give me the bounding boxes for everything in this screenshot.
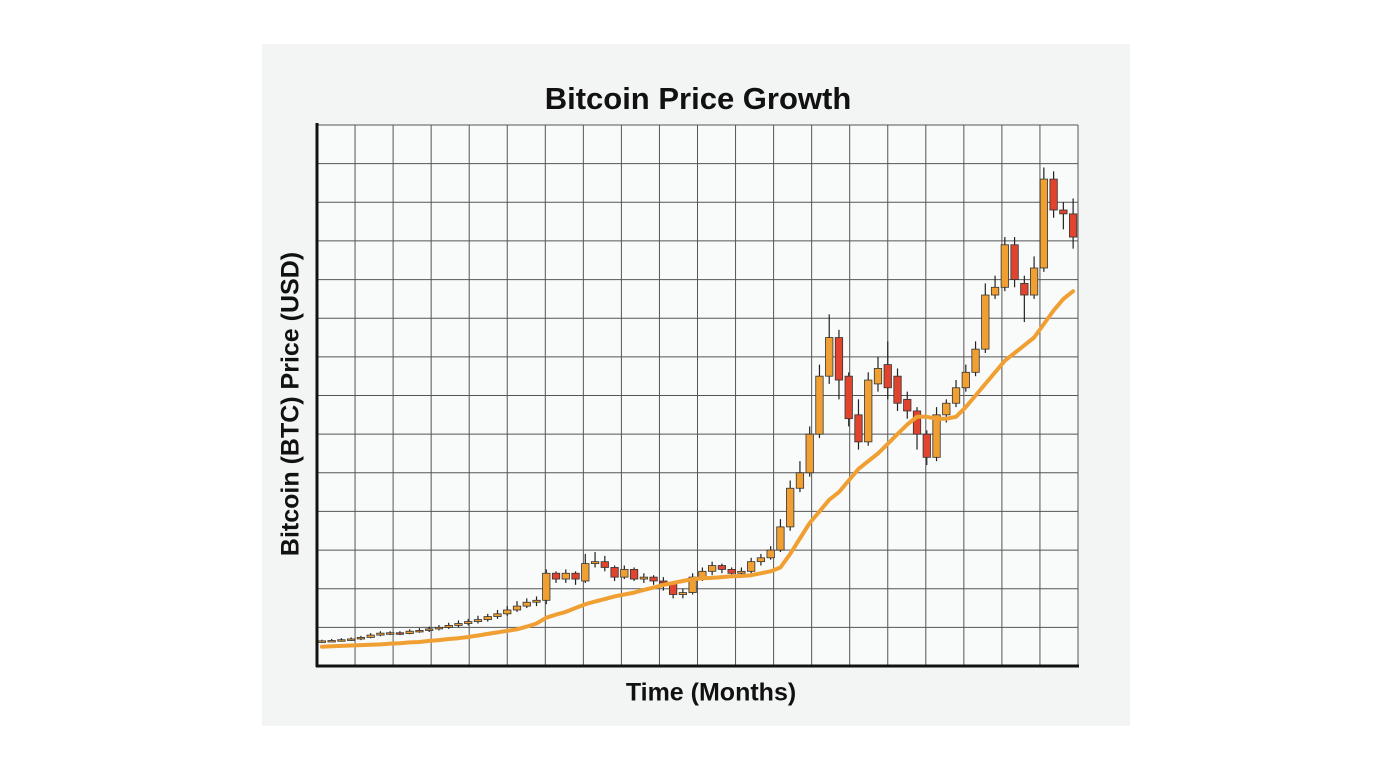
candle-body — [600, 561, 609, 568]
candle-body — [337, 639, 346, 642]
candle-body — [873, 368, 883, 385]
candle-body — [551, 572, 561, 580]
candle-body — [1020, 283, 1029, 296]
candle-body — [590, 561, 600, 564]
candle-body — [571, 572, 580, 580]
candle-body — [951, 387, 961, 404]
candle-body — [912, 410, 922, 435]
candle-body — [366, 634, 375, 638]
candle-body — [1049, 178, 1058, 211]
candle-body — [815, 375, 824, 435]
candle-body — [434, 626, 444, 630]
candle-body — [1039, 178, 1048, 269]
marks — [317, 167, 1078, 649]
candle-body — [356, 637, 366, 640]
candle-body — [395, 632, 405, 635]
candle-body — [942, 402, 951, 416]
candle-body — [522, 601, 531, 607]
candle-body — [932, 414, 941, 458]
candle-body — [561, 572, 570, 580]
candle-body — [1000, 244, 1009, 288]
candle-body — [376, 632, 385, 636]
candle-body — [903, 398, 912, 412]
candle-body — [825, 337, 834, 377]
candle-body — [347, 638, 356, 641]
candle-body — [922, 433, 931, 458]
candle-body — [678, 592, 687, 595]
candle-body — [464, 621, 473, 624]
candle-body — [1029, 267, 1039, 296]
candle-body — [405, 630, 414, 634]
candle-body — [981, 294, 990, 350]
candle-body — [805, 433, 814, 474]
candle-body — [766, 549, 775, 559]
candle-body — [610, 567, 619, 578]
candle-body — [620, 568, 629, 578]
candle-body — [503, 609, 512, 615]
candle-body — [473, 619, 483, 622]
candle-body — [386, 632, 395, 635]
candle-body — [415, 630, 424, 633]
candle-body — [639, 576, 648, 580]
candle-body — [327, 640, 336, 643]
candle-body — [747, 561, 756, 572]
chart-title: Bitcoin Price Growth — [545, 81, 852, 116]
candle-body — [834, 337, 844, 381]
candle-body — [854, 414, 863, 443]
candle-body — [444, 625, 453, 628]
candle-body — [1059, 209, 1068, 215]
candle-body — [454, 623, 463, 626]
candle-body — [883, 364, 892, 389]
candle-body — [727, 568, 736, 574]
candle-body — [737, 570, 746, 574]
x-axis-label: Time (Months) — [626, 679, 796, 707]
candle-body — [844, 375, 853, 420]
candle-body — [542, 572, 551, 601]
candle-body — [786, 487, 795, 528]
candle-body — [1069, 213, 1078, 238]
candle-body — [1010, 244, 1019, 280]
candle-body — [629, 568, 639, 580]
candle-body — [317, 640, 326, 643]
candle-body — [795, 472, 805, 489]
candle-body — [708, 565, 717, 572]
candle-body — [717, 565, 726, 570]
candle-body — [532, 599, 541, 603]
candle-body — [990, 286, 1000, 296]
candle-body — [649, 576, 658, 582]
candle-body — [512, 605, 522, 611]
candle-body — [483, 616, 492, 621]
y-axis-label: Bitcoin (BTC) Price (USD) — [277, 252, 305, 556]
candle-body — [493, 613, 502, 617]
candle-body — [971, 348, 980, 373]
candle-body — [756, 557, 766, 563]
candle-body — [961, 371, 970, 389]
candle-body — [581, 563, 590, 582]
candle-body — [864, 379, 873, 443]
grid — [316, 124, 1079, 667]
candle-body — [425, 628, 434, 631]
candle-body — [776, 526, 785, 551]
trend-line — [319, 289, 1076, 649]
candle-body — [893, 375, 902, 404]
